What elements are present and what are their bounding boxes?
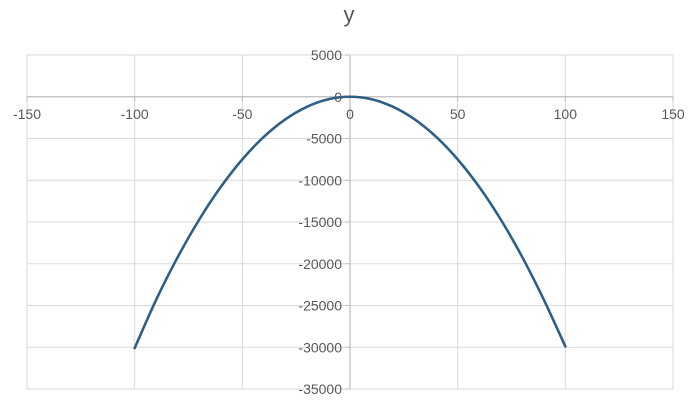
y-tick-label: 5000 [311, 47, 342, 63]
y-tick-label: -30000 [298, 339, 342, 355]
x-tick-label: -150 [13, 106, 41, 122]
series-layer [133, 95, 567, 350]
y-tick-label: -5000 [306, 131, 342, 147]
y-tick-label: -20000 [298, 256, 342, 272]
x-tick-label: -50 [232, 106, 252, 122]
y-tick-label: -15000 [298, 214, 342, 230]
x-tick-label: -100 [121, 106, 149, 122]
y-tick-label: -10000 [298, 172, 342, 188]
series-line [133, 95, 567, 350]
x-tick-label: 100 [554, 106, 578, 122]
x-tick-label: 50 [450, 106, 466, 122]
tick-labels: -150 -100 -50 0 50 100 15050000-5000-10000-150… [13, 47, 685, 397]
y-tick-label: -35000 [298, 381, 342, 397]
x-tick-label: 150 [661, 106, 685, 122]
y-tick-label: 0 [334, 89, 342, 105]
y-tick-label: -25000 [298, 298, 342, 314]
x-tick-label: 0 [346, 106, 354, 122]
chart-title: y [343, 2, 355, 27]
